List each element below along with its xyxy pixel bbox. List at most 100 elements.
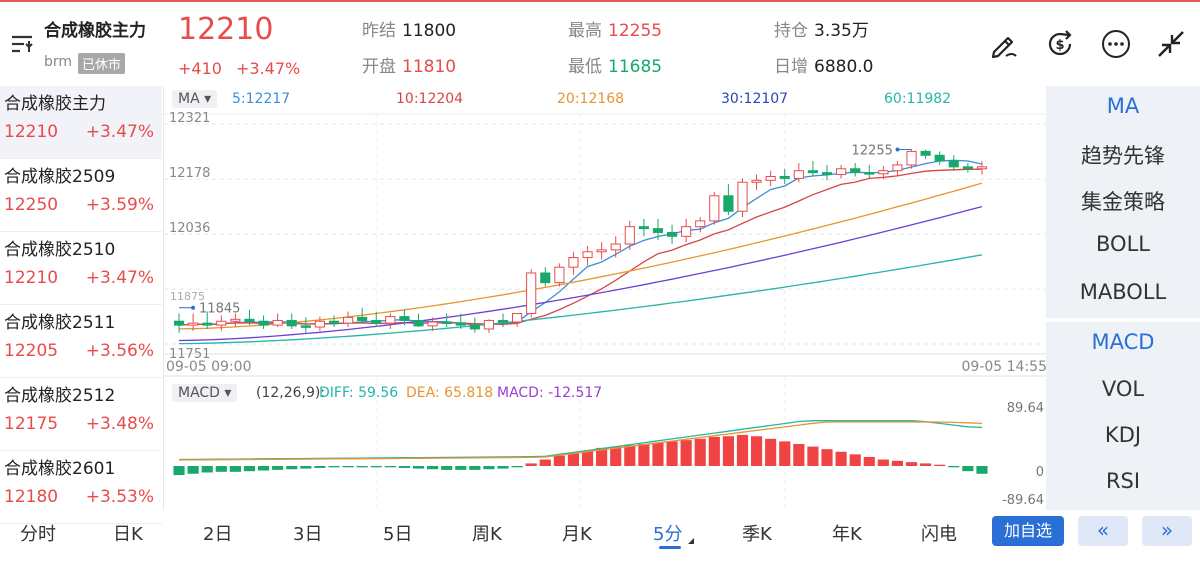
period-dropdown-caret-icon[interactable] xyxy=(688,538,694,544)
candle-body xyxy=(864,172,875,175)
contract-item[interactable]: 合成橡胶2510 12210 +3.47% xyxy=(0,232,162,305)
macd-bar xyxy=(849,454,861,466)
period-tab[interactable]: 周K xyxy=(472,524,502,545)
macd-bar xyxy=(356,466,368,468)
main-indicator-option[interactable]: 趋势先锋 xyxy=(1081,144,1165,168)
y-axis-label: 12036 xyxy=(169,221,210,236)
price-change-pct: +3.47% xyxy=(236,59,301,78)
candle-body xyxy=(638,226,649,230)
add-favorite-button[interactable]: 加自选 xyxy=(992,516,1064,546)
low-marker-label: 11845 xyxy=(199,302,240,317)
candle-body xyxy=(765,175,776,181)
period-tab[interactable]: 季K xyxy=(742,524,772,545)
period-tab[interactable]: 5日 xyxy=(383,524,413,545)
contract-item[interactable]: 合成橡胶主力 12210 +3.47% xyxy=(0,86,162,159)
macd-bar xyxy=(201,466,213,473)
main-indicator-select[interactable]: MA ▾ xyxy=(172,90,218,108)
macd-bar xyxy=(807,446,819,466)
sub-indicator-option[interactable]: KDJ xyxy=(1104,423,1142,447)
main-indicator-option[interactable]: 集金策略 xyxy=(1081,190,1165,214)
sub-indicator-select[interactable]: MACD ▾ xyxy=(172,384,238,402)
period-tab[interactable]: 5分 xyxy=(653,524,683,545)
macd-bar xyxy=(441,466,453,470)
draw-pen-icon[interactable] xyxy=(988,28,1020,60)
more-icon[interactable] xyxy=(1100,28,1132,60)
chart-area: 12321 12178 12036 11751 12255 11845 11875 09-05… xyxy=(163,86,1047,510)
main-indicator-option[interactable]: MABOLL xyxy=(1079,280,1167,304)
contract-list: 合成橡胶主力 12210 +3.47% 合成橡胶2509 12250 +3.59% 合成橡胶… xyxy=(0,86,162,524)
macd-bar xyxy=(483,466,495,470)
contract-item[interactable]: 合成橡胶2512 12175 +3.48% xyxy=(0,378,162,451)
contract-name: 合成橡胶2511 xyxy=(4,313,116,333)
contract-values: 12175 +3.48% xyxy=(4,414,162,434)
macd-bar xyxy=(567,453,580,466)
macd-bar xyxy=(793,444,805,466)
period-tab[interactable]: 年K xyxy=(832,524,862,545)
contract-name: 合成橡胶2509 xyxy=(4,167,116,187)
candle-body xyxy=(216,320,227,326)
currency-exchange-icon[interactable]: $ xyxy=(1044,28,1076,60)
candle-body xyxy=(314,320,325,328)
period-tab-bar: 加自选 « » 分时 日K 2日 3日 5日 周K 月K 5分 季K 年K 闪电 xyxy=(0,510,1200,568)
candle-body xyxy=(723,195,734,212)
high-marker-dot xyxy=(895,147,900,152)
candle-body xyxy=(244,318,255,322)
macd-bar xyxy=(624,445,636,466)
macd-diff: DIFF: 59.56 xyxy=(319,385,399,401)
y-axis-label: 11751 xyxy=(169,347,210,362)
contract-item[interactable]: 合成橡胶2509 12250 +3.59% xyxy=(0,159,162,232)
period-tab[interactable]: 月K xyxy=(562,524,592,545)
contract-change-pct: +3.59% xyxy=(85,195,154,215)
candle-body xyxy=(497,319,509,323)
stat-open: 开盘 11810 xyxy=(362,57,457,77)
macd-bar xyxy=(384,466,396,468)
panel-divider xyxy=(1046,318,1200,322)
ma-label: 10:12204 xyxy=(396,91,464,107)
period-tab[interactable]: 闪电 xyxy=(921,524,957,545)
candle-body xyxy=(836,168,847,176)
period-tab[interactable]: 日K xyxy=(113,524,143,545)
candle-body xyxy=(821,172,833,176)
stat-high: 最高 12255 xyxy=(568,21,663,41)
period-tab[interactable]: 分时 xyxy=(20,524,56,545)
sub-indicator-option[interactable]: RSI xyxy=(1105,469,1141,493)
next-page-button[interactable]: » xyxy=(1142,516,1192,546)
macd-bar xyxy=(187,466,199,474)
contract-price: 12175 xyxy=(4,414,59,434)
ma10-line xyxy=(178,168,983,326)
macd-bar xyxy=(412,466,425,469)
contract-item[interactable]: 合成橡胶2511 12205 +3.56% xyxy=(0,305,162,378)
macd-y-bottom-label: -89.64 xyxy=(1002,493,1044,508)
candle-body xyxy=(328,320,340,324)
candle-body xyxy=(455,322,466,326)
period-tab[interactable]: 2日 xyxy=(203,524,233,545)
contract-name: 合成橡胶2510 xyxy=(4,240,116,260)
prev-page-button[interactable]: « xyxy=(1078,516,1128,546)
active-tab-underline xyxy=(659,546,681,549)
macd-bar xyxy=(497,466,509,469)
macd-params: (12,26,9): xyxy=(256,385,326,401)
sub-indicator-option[interactable]: VOL xyxy=(1101,377,1145,401)
main-indicator-option[interactable]: BOLL xyxy=(1096,232,1150,256)
ma60-line xyxy=(178,254,983,345)
contract-item[interactable]: 合成橡胶2601 12180 +3.53% xyxy=(0,451,162,524)
candle-body xyxy=(737,181,748,212)
macd-bar xyxy=(948,466,960,468)
macd-bar xyxy=(736,434,749,466)
stat-prev-settle: 昨结 11800 xyxy=(362,21,457,41)
macd-y-top-label: 89.64 xyxy=(1007,401,1044,416)
low-marker-dot xyxy=(191,305,196,310)
collapse-icon[interactable] xyxy=(1155,28,1187,60)
macd-dea: DEA: 65.818 xyxy=(406,385,494,401)
macd-bar xyxy=(652,442,664,466)
menu-sort-icon[interactable] xyxy=(10,32,36,56)
candle-body xyxy=(399,316,410,321)
sub-indicator-option[interactable]: MACD xyxy=(1091,330,1155,354)
period-tab[interactable]: 3日 xyxy=(293,524,323,545)
macd-bar xyxy=(272,466,284,470)
ma-label: 20:12168 xyxy=(557,91,625,107)
macd-y-zero-label: 0 xyxy=(1036,465,1044,480)
candle-body xyxy=(948,160,959,168)
main-indicator-option[interactable]: MA xyxy=(1106,94,1140,118)
